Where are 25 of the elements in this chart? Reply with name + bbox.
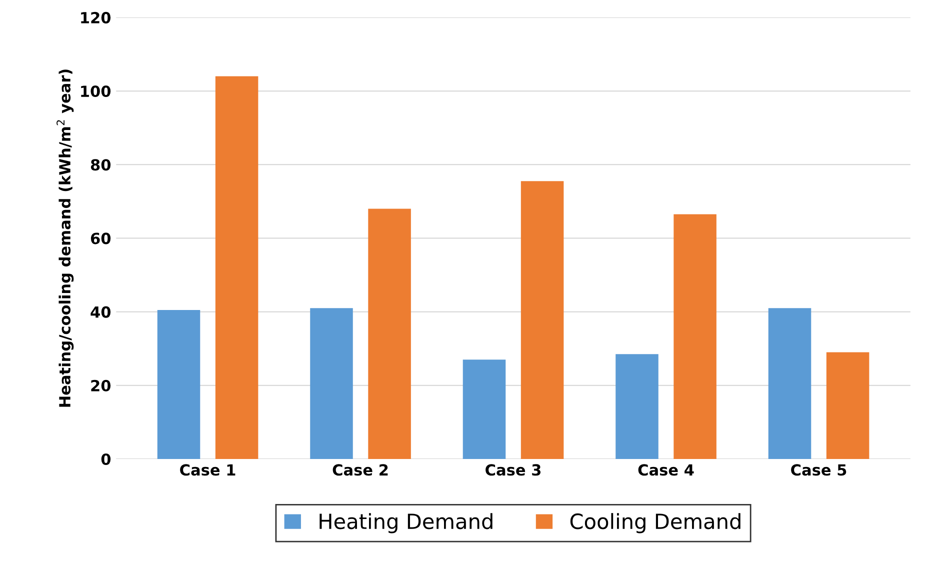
bar bbox=[616, 354, 658, 459]
bar bbox=[826, 352, 870, 459]
x-tick-label: Case 3 bbox=[486, 464, 541, 476]
bar bbox=[368, 208, 411, 459]
x-tick-label: Case 1 bbox=[180, 464, 236, 476]
bar bbox=[768, 308, 812, 459]
bar bbox=[520, 181, 564, 459]
y-tick-label: 40 bbox=[90, 306, 111, 318]
x-tick-label: Case 4 bbox=[638, 464, 694, 476]
y-axis-title: Heating/cooling demand (kWh/m$^{2}$ year) bbox=[56, 70, 74, 407]
y-tick-label: 0 bbox=[101, 453, 111, 466]
y-tick-label: 100 bbox=[81, 85, 111, 98]
y-tick-label: 20 bbox=[91, 380, 111, 392]
y-tick-label: 80 bbox=[90, 159, 111, 171]
bar bbox=[462, 360, 506, 459]
y-tick-label: 60 bbox=[90, 232, 111, 244]
x-tick-label: Case 2 bbox=[332, 464, 388, 476]
bar bbox=[215, 76, 258, 459]
legend-label: Heating Demand bbox=[320, 513, 492, 534]
bar bbox=[157, 310, 200, 459]
y-tick-label: 120 bbox=[81, 12, 111, 24]
legend-label: Cooling Demand bbox=[570, 513, 740, 534]
x-tick-label: Case 5 bbox=[791, 464, 846, 476]
bar bbox=[674, 214, 716, 459]
bar bbox=[310, 308, 353, 459]
